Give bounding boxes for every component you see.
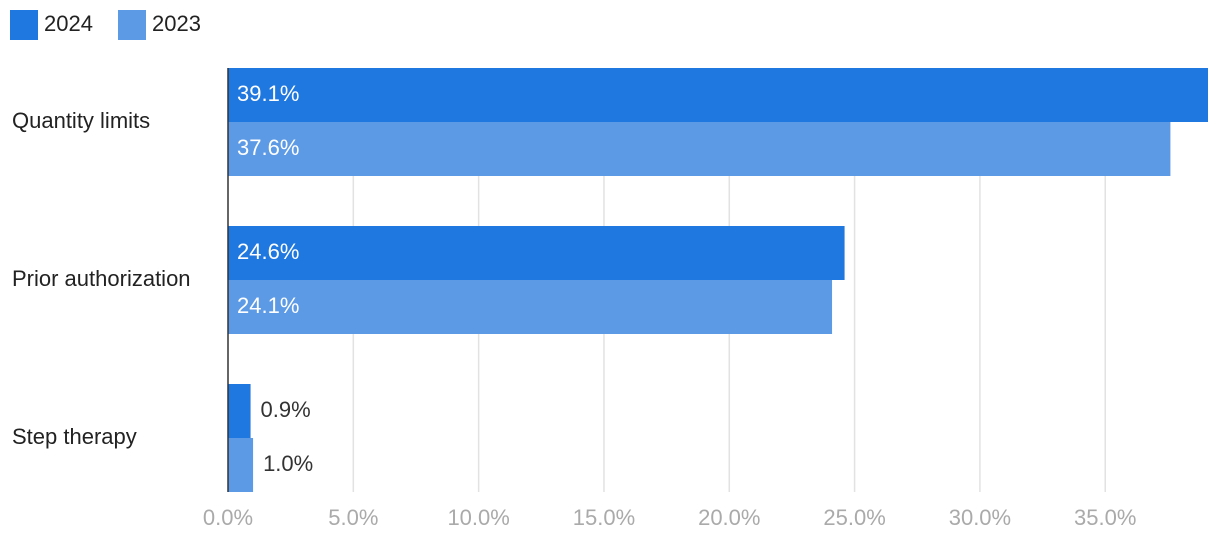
data-label: 24.1%: [237, 293, 299, 318]
x-tick-label: 15.0%: [573, 505, 635, 530]
data-label: 0.9%: [261, 397, 311, 422]
data-label: 1.0%: [263, 451, 313, 476]
legend-label: 2024: [44, 11, 93, 36]
category-label: Prior authorization: [12, 266, 191, 291]
bar: [228, 384, 251, 438]
x-tick-label: 5.0%: [328, 505, 378, 530]
x-tick-label: 35.0%: [1074, 505, 1136, 530]
data-label: 24.6%: [237, 239, 299, 264]
bar: [228, 226, 845, 280]
data-label: 37.6%: [237, 135, 299, 160]
bar: [228, 280, 833, 334]
x-tick-label: 10.0%: [447, 505, 509, 530]
category-label: Quantity limits: [12, 108, 150, 133]
bar: [228, 438, 254, 492]
x-tick-label: 25.0%: [823, 505, 885, 530]
bar: [228, 68, 1208, 122]
data-label: 39.1%: [237, 81, 299, 106]
category-label: Step therapy: [12, 424, 137, 449]
legend-swatch: [10, 10, 38, 40]
x-tick-label: 30.0%: [949, 505, 1011, 530]
bar: [228, 122, 1171, 176]
x-tick-label: 0.0%: [203, 505, 253, 530]
legend-swatch: [118, 10, 146, 40]
legend-label: 2023: [152, 11, 201, 36]
x-tick-label: 20.0%: [698, 505, 760, 530]
